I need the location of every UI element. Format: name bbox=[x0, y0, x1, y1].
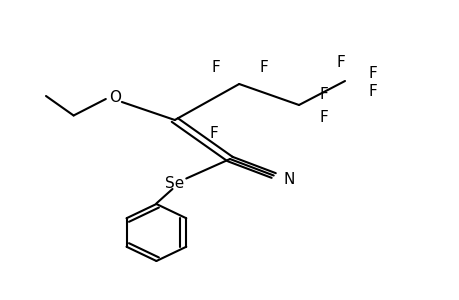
Text: F: F bbox=[335, 55, 344, 70]
Text: F: F bbox=[209, 126, 218, 141]
Text: F: F bbox=[367, 66, 376, 81]
Text: F: F bbox=[319, 110, 328, 124]
Text: Se: Se bbox=[165, 176, 184, 190]
Text: F: F bbox=[367, 84, 376, 99]
Text: O: O bbox=[109, 90, 121, 105]
Text: F: F bbox=[211, 60, 220, 75]
Text: F: F bbox=[319, 87, 328, 102]
Text: F: F bbox=[259, 60, 268, 75]
Text: N: N bbox=[283, 172, 295, 188]
